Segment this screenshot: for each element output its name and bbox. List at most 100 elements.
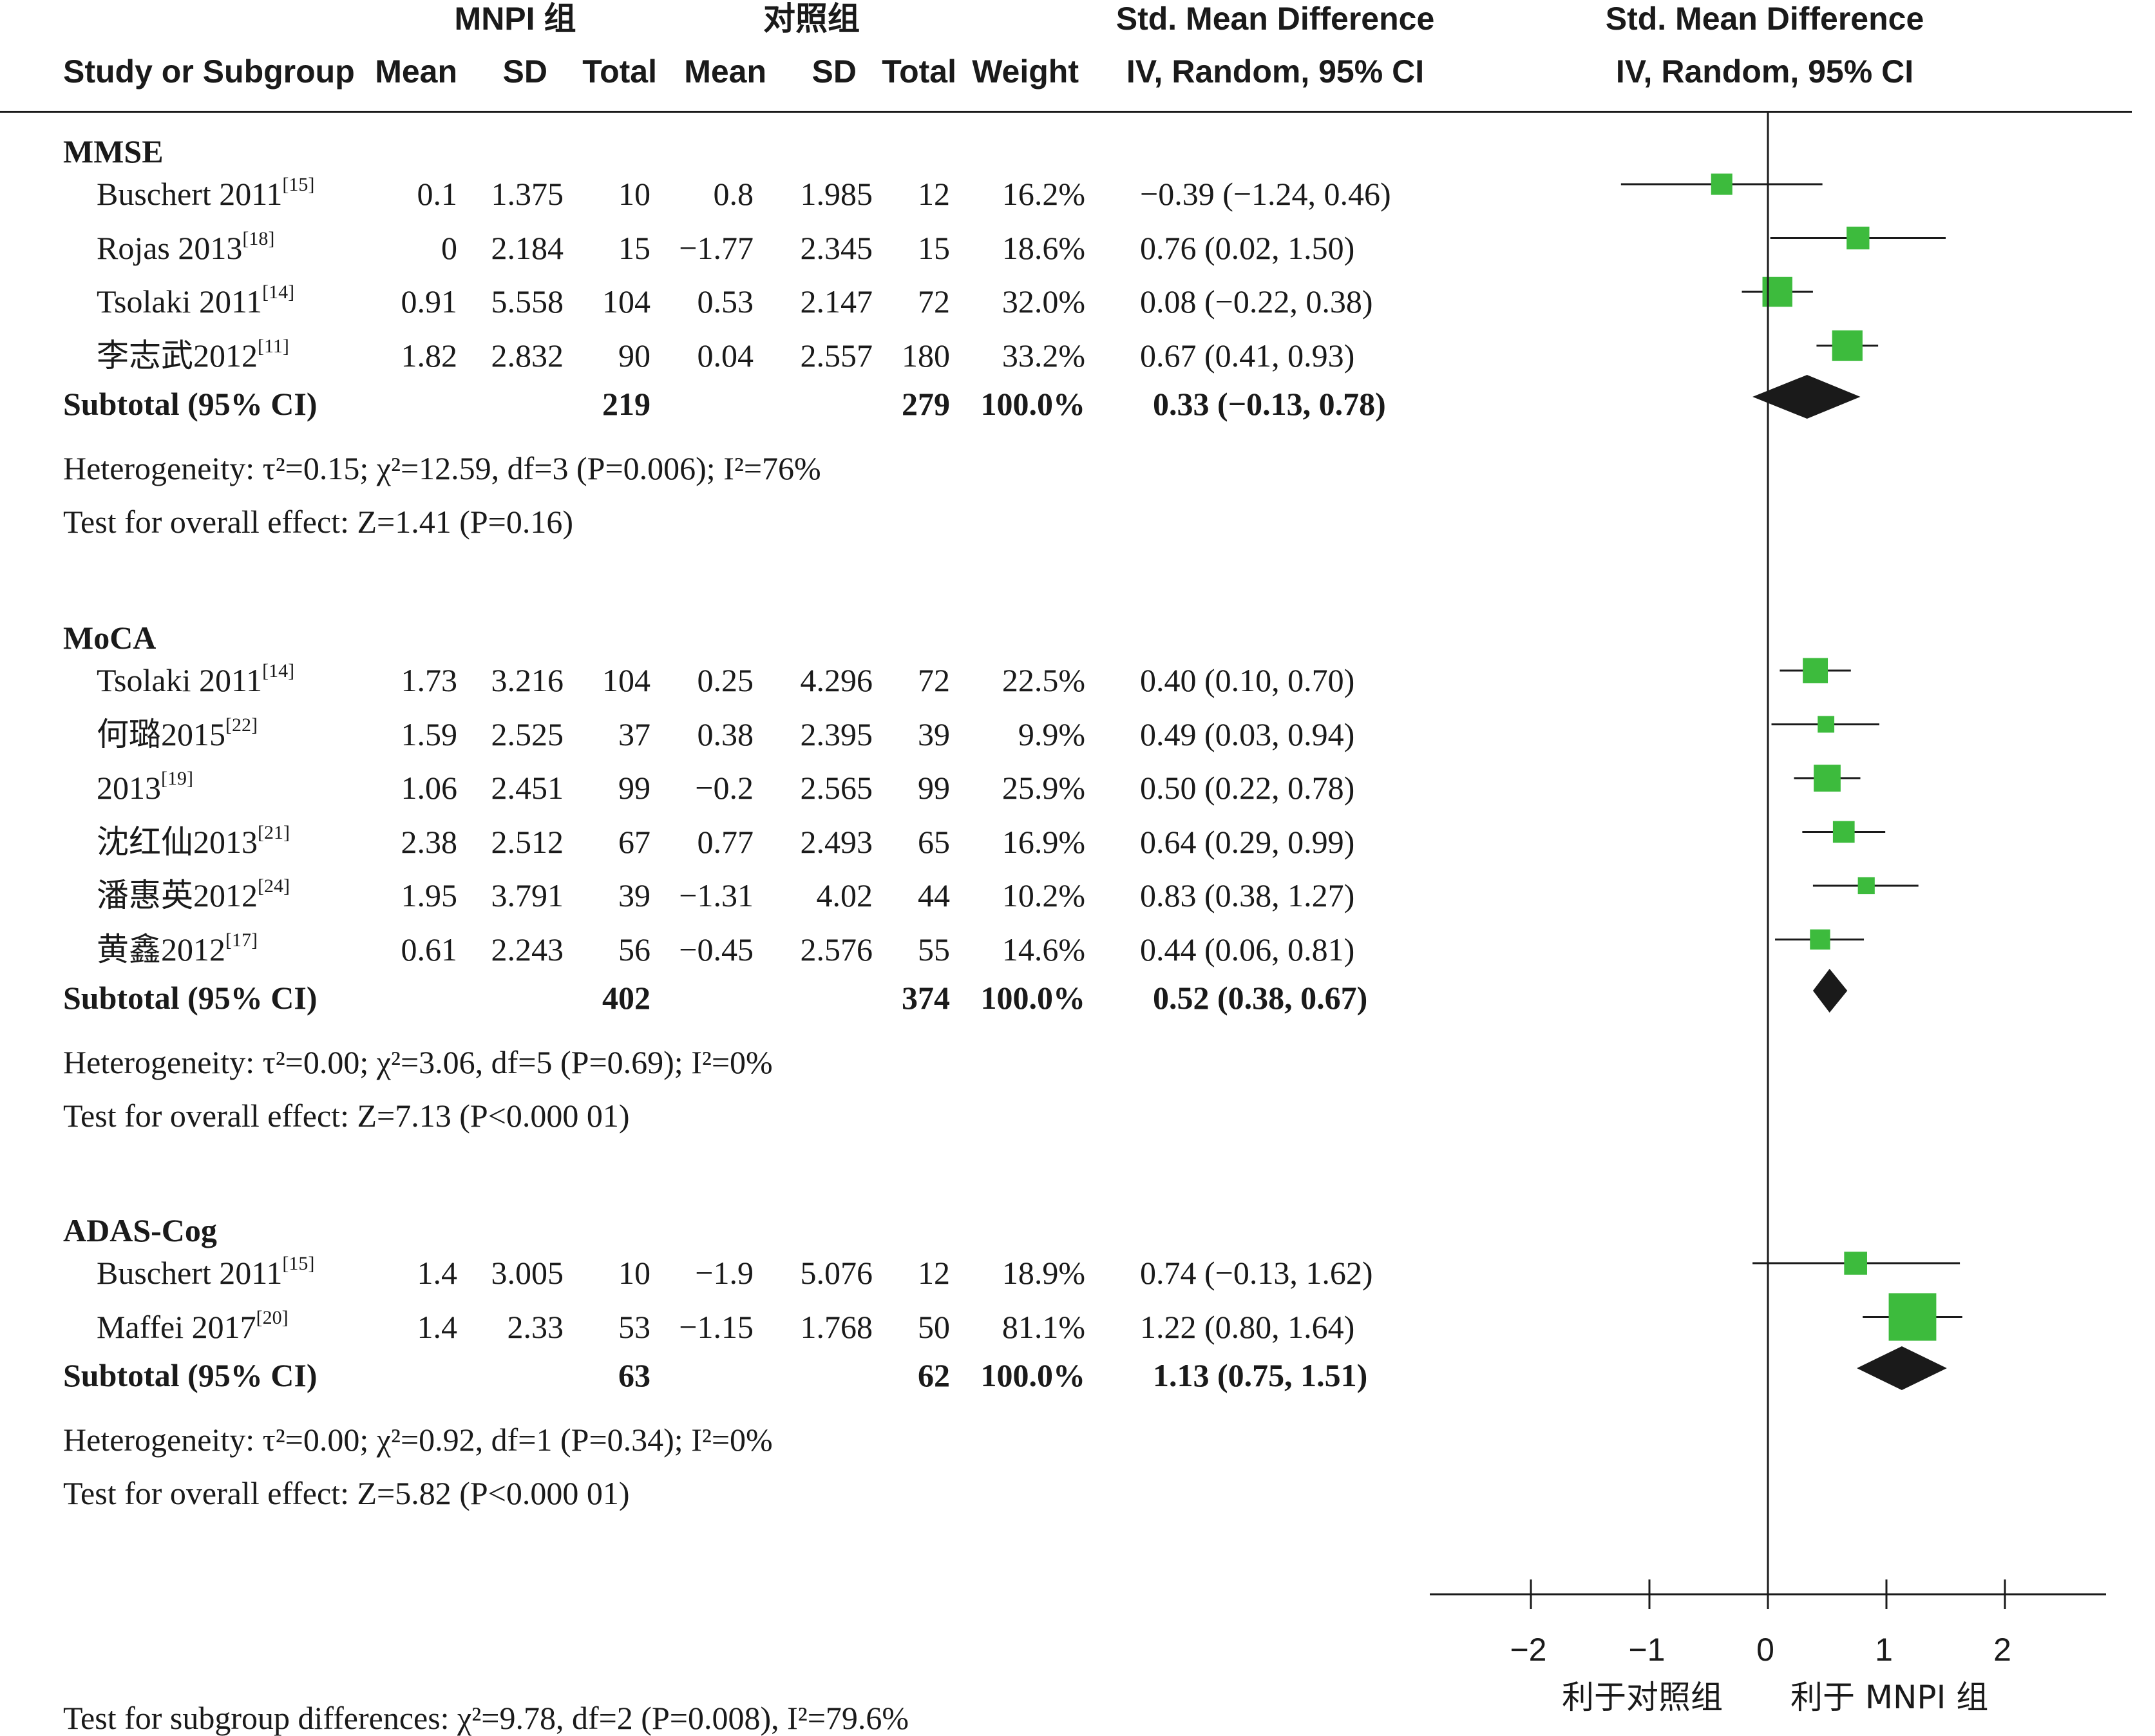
weight-value: 18.9% bbox=[1002, 1255, 1085, 1291]
mean2-value: 0.38 bbox=[697, 716, 754, 752]
study-reference: [24] bbox=[258, 875, 290, 897]
study-name: 潘惠英2012[24] bbox=[97, 877, 290, 913]
study-reference: [11] bbox=[258, 335, 289, 357]
study-name: 黄鑫2012[17] bbox=[97, 929, 258, 966]
mean2-value: −1.31 bbox=[679, 877, 754, 913]
sd1-value: 3.791 bbox=[491, 877, 564, 913]
mean1-value: 1.06 bbox=[401, 770, 458, 806]
study-name-text: Rojas 2013 bbox=[97, 229, 243, 266]
study-name-text: Maffei 2017 bbox=[97, 1308, 256, 1345]
total2-value: 99 bbox=[918, 770, 950, 806]
study-name-text: 沈红仙2013 bbox=[97, 823, 258, 860]
weight-value: 16.9% bbox=[1002, 823, 1085, 860]
study-reference: [17] bbox=[225, 929, 258, 951]
total1-value: 104 bbox=[602, 662, 650, 698]
study-name: Buschert 2011[15] bbox=[97, 1254, 314, 1290]
subgroup-title: MMSE bbox=[63, 133, 164, 169]
weight-value: 33.2% bbox=[1002, 337, 1085, 374]
sd2-value: 2.147 bbox=[800, 283, 873, 320]
subtotal-total1: 219 bbox=[602, 386, 650, 422]
mean1-value: 0.61 bbox=[401, 931, 458, 968]
sd2-value: 2.493 bbox=[800, 823, 873, 860]
weight-value: 32.0% bbox=[1002, 283, 1085, 320]
col-total2-header: Total bbox=[882, 53, 956, 90]
sd1-value: 2.525 bbox=[491, 716, 564, 752]
total1-value: 53 bbox=[618, 1308, 650, 1345]
sd2-value: 1.985 bbox=[800, 176, 873, 212]
total1-value: 90 bbox=[618, 337, 650, 374]
ci-value: 0.50 (0.22, 0.78) bbox=[1140, 770, 1355, 806]
subtotal-total2: 279 bbox=[902, 386, 950, 422]
subtotal-label: Subtotal (95% CI) bbox=[63, 1357, 318, 1393]
study-name: Buschert 2011[15] bbox=[97, 175, 314, 212]
mean2-value: −1.77 bbox=[679, 229, 754, 266]
study-name-text: Buschert 2011 bbox=[97, 176, 283, 212]
subtotal-total2: 374 bbox=[902, 980, 950, 1016]
total2-value: 12 bbox=[918, 1255, 950, 1291]
plot-title-header: Std. Mean Difference bbox=[1605, 1, 1924, 37]
mean2-value: 0.77 bbox=[697, 823, 754, 860]
total2-value: 65 bbox=[918, 823, 950, 860]
ci-value: 0.74 (−0.13, 1.62) bbox=[1140, 1255, 1373, 1291]
study-name: 沈红仙2013[21] bbox=[97, 823, 290, 860]
ci-value: 0.83 (0.38, 1.27) bbox=[1140, 877, 1355, 913]
subtotal-weight: 100.0% bbox=[980, 1357, 1086, 1393]
sd2-value: 2.345 bbox=[800, 229, 873, 266]
study-reference: [14] bbox=[262, 281, 295, 303]
subtotal-ci-value: 0.52 (0.38, 0.67) bbox=[1153, 980, 1368, 1016]
subtotal-total1: 402 bbox=[602, 980, 650, 1016]
study-name: 2013[19] bbox=[97, 769, 193, 806]
total2-value: 15 bbox=[918, 229, 950, 266]
study-name-text: 何璐2015 bbox=[97, 716, 225, 752]
subgroup-title: ADAS-Cog bbox=[63, 1212, 217, 1248]
ci-value: 0.40 (0.10, 0.70) bbox=[1140, 662, 1355, 698]
study-reference: [19] bbox=[161, 768, 193, 789]
sd1-value: 2.512 bbox=[491, 823, 564, 860]
study-name-text: 李志武2012 bbox=[97, 337, 258, 374]
ci-value: 0.76 (0.02, 1.50) bbox=[1140, 229, 1355, 266]
study-name-text: 潘惠英2012 bbox=[97, 877, 258, 913]
study-marker bbox=[1814, 765, 1841, 792]
group1-header: MNPI 组 bbox=[454, 1, 576, 37]
subtotal-diamond bbox=[1857, 1346, 1947, 1390]
mean2-value: −1.9 bbox=[695, 1255, 754, 1291]
subtotal-label: Subtotal (95% CI) bbox=[63, 386, 318, 422]
mean2-value: 0.8 bbox=[713, 176, 754, 212]
subtotal-diamond bbox=[1812, 969, 1848, 1013]
sd1-value: 2.243 bbox=[491, 931, 564, 968]
group2-header: 对照组 bbox=[763, 1, 860, 37]
subtotal-diamond bbox=[1752, 375, 1861, 419]
total1-value: 15 bbox=[618, 229, 650, 266]
sd2-value: 1.768 bbox=[800, 1308, 873, 1345]
col-sd1-header: SD bbox=[502, 53, 547, 90]
mean1-value: 1.95 bbox=[401, 877, 458, 913]
sd1-value: 3.216 bbox=[491, 662, 564, 698]
study-marker bbox=[1832, 330, 1863, 361]
weight-value: 14.6% bbox=[1002, 931, 1085, 968]
mean2-value: 0.04 bbox=[697, 337, 754, 374]
study-reference: [20] bbox=[256, 1306, 289, 1328]
weight-value: 9.9% bbox=[1018, 716, 1085, 752]
total1-value: 39 bbox=[618, 877, 650, 913]
subgroup-title: MoCA bbox=[63, 620, 157, 656]
weight-value: 22.5% bbox=[1002, 662, 1085, 698]
subtotal-total1: 63 bbox=[618, 1357, 650, 1393]
mean1-value: 2.38 bbox=[401, 823, 458, 860]
plot-method-header: IV, Random, 95% CI bbox=[1615, 53, 1914, 90]
heterogeneity-text: Heterogeneity: τ²=0.15; χ²=12.59, df=3 (… bbox=[63, 450, 821, 486]
total1-value: 37 bbox=[618, 716, 650, 752]
col-mean2-header: Mean bbox=[684, 53, 766, 90]
x-axis-tick-label: 2 bbox=[1993, 1632, 2011, 1668]
col-sd2-header: SD bbox=[812, 53, 857, 90]
mean2-value: −0.2 bbox=[695, 770, 754, 806]
sd1-value: 2.451 bbox=[491, 770, 564, 806]
study-reference: [14] bbox=[262, 660, 295, 682]
total2-value: 50 bbox=[918, 1308, 950, 1345]
mean2-value: −1.15 bbox=[679, 1308, 754, 1345]
study-name: Tsolaki 2011[14] bbox=[97, 662, 294, 697]
study-name-text: 2013 bbox=[97, 770, 161, 806]
sd2-value: 4.296 bbox=[800, 662, 873, 698]
sd1-value: 2.33 bbox=[507, 1308, 564, 1345]
x-axis-tick-label: −1 bbox=[1628, 1632, 1665, 1668]
